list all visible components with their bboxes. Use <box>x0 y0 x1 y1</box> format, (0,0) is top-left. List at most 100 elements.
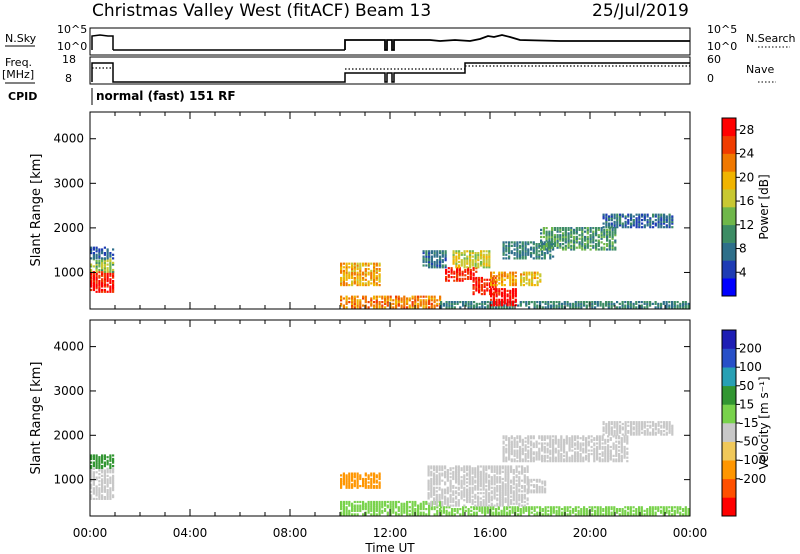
heatmap-cell <box>462 508 465 511</box>
heatmap-cell <box>515 490 518 493</box>
heatmap-cell <box>583 509 586 512</box>
heatmap-cell <box>461 277 464 280</box>
heatmap-cell <box>455 472 458 475</box>
heatmap-cell <box>516 435 519 438</box>
heatmap-cell <box>505 449 508 452</box>
heatmap-cell <box>554 440 557 443</box>
heatmap-cell <box>566 304 569 307</box>
heatmap-cell <box>607 456 610 459</box>
heatmap-cell <box>527 243 530 246</box>
heatmap-cell <box>106 471 109 474</box>
heatmap-cell <box>459 508 462 511</box>
heatmap-cell <box>106 253 109 256</box>
heatmap-cell <box>512 300 515 303</box>
heatmap-cell <box>577 513 580 516</box>
heatmap-cell <box>351 504 354 507</box>
heatmap-cell <box>364 474 367 477</box>
heatmap-cell <box>473 513 476 516</box>
colorbar-tick-label: 50 <box>739 379 754 393</box>
heatmap-cell <box>95 267 98 270</box>
heatmap-cell <box>98 487 101 490</box>
heatmap-cell <box>569 304 572 307</box>
heatmap-cell <box>536 506 539 509</box>
heatmap-cell <box>474 467 477 470</box>
heatmap-cell <box>467 301 470 304</box>
heatmap-cell <box>438 493 441 496</box>
heatmap-cell <box>375 476 378 479</box>
heatmap-cell <box>598 435 601 438</box>
heatmap-cell <box>364 483 367 486</box>
heatmap-cell <box>446 499 449 502</box>
heatmap-cell <box>507 479 510 482</box>
heatmap-cell <box>508 447 511 450</box>
heatmap-cell <box>345 264 348 267</box>
heatmap-cell <box>552 451 555 454</box>
heatmap-cell <box>348 502 351 505</box>
heatmap-cell <box>480 276 483 280</box>
heatmap-cell <box>471 467 474 470</box>
heatmap-cell <box>493 465 496 468</box>
heatmap-cell <box>573 248 576 251</box>
heatmap-cell <box>378 264 381 267</box>
heatmap-cell <box>499 500 502 504</box>
heatmap-cell <box>619 219 622 222</box>
heatmap-cell <box>479 483 482 486</box>
heatmap-cell <box>601 454 604 457</box>
heatmap-cell <box>563 302 566 305</box>
heatmap-cell <box>435 486 438 489</box>
heatmap-cell <box>364 306 367 309</box>
heatmap-cell <box>514 278 517 281</box>
heatmap-cell <box>512 291 515 294</box>
heatmap-cell <box>95 478 98 481</box>
heatmap-cell <box>471 470 474 473</box>
heatmap-cell <box>109 481 112 485</box>
heatmap-cell <box>384 295 387 298</box>
heatmap-cell <box>616 219 619 222</box>
heatmap-cell <box>512 483 515 486</box>
heatmap-cell <box>482 500 485 504</box>
heatmap-cell <box>106 268 109 272</box>
heatmap-cell <box>103 270 106 273</box>
heatmap-cell <box>492 508 495 511</box>
heatmap-cell <box>90 485 93 488</box>
heatmap-cell <box>638 422 641 426</box>
heatmap-cell <box>582 449 585 452</box>
heatmap-cell <box>575 239 578 242</box>
heatmap-cell <box>411 297 414 300</box>
heatmap-cell <box>384 297 387 300</box>
x-tick-label: 20:00 <box>573 526 608 540</box>
heatmap-cell <box>623 456 626 459</box>
heatmap-cell <box>501 467 504 470</box>
heatmap-cell <box>446 479 449 482</box>
heatmap-cell <box>378 273 381 276</box>
heatmap-cell <box>646 428 649 431</box>
heatmap-cell <box>406 302 409 305</box>
heatmap-cell <box>359 271 362 274</box>
heatmap-cell <box>490 499 493 502</box>
heatmap-cell <box>98 456 101 459</box>
heatmap-cell <box>516 453 519 456</box>
heatmap-cell <box>101 469 104 472</box>
heatmap-cell <box>524 243 527 246</box>
heatmap-cell <box>530 458 533 461</box>
heatmap-cell <box>451 511 454 514</box>
heatmap-cell <box>518 476 521 479</box>
heatmap-cell <box>561 508 564 511</box>
heatmap-cell <box>411 513 414 516</box>
heatmap-cell <box>392 500 395 504</box>
heatmap-cell <box>533 306 536 309</box>
heatmap-cell <box>505 460 508 463</box>
heatmap-cell <box>490 295 493 298</box>
heatmap-cell <box>362 500 365 504</box>
heatmap-cell <box>478 280 481 283</box>
heatmap-cell <box>616 426 619 429</box>
heatmap-cell <box>662 301 665 304</box>
heatmap-cell <box>598 453 601 456</box>
heatmap-cell <box>342 513 345 516</box>
colorbar-tick-label: -15 <box>739 416 759 430</box>
heatmap-cell <box>441 502 444 505</box>
heatmap-cell <box>508 244 511 247</box>
heatmap-cell <box>550 513 553 516</box>
heatmap-cell <box>604 442 607 445</box>
heatmap-cell <box>477 485 480 488</box>
